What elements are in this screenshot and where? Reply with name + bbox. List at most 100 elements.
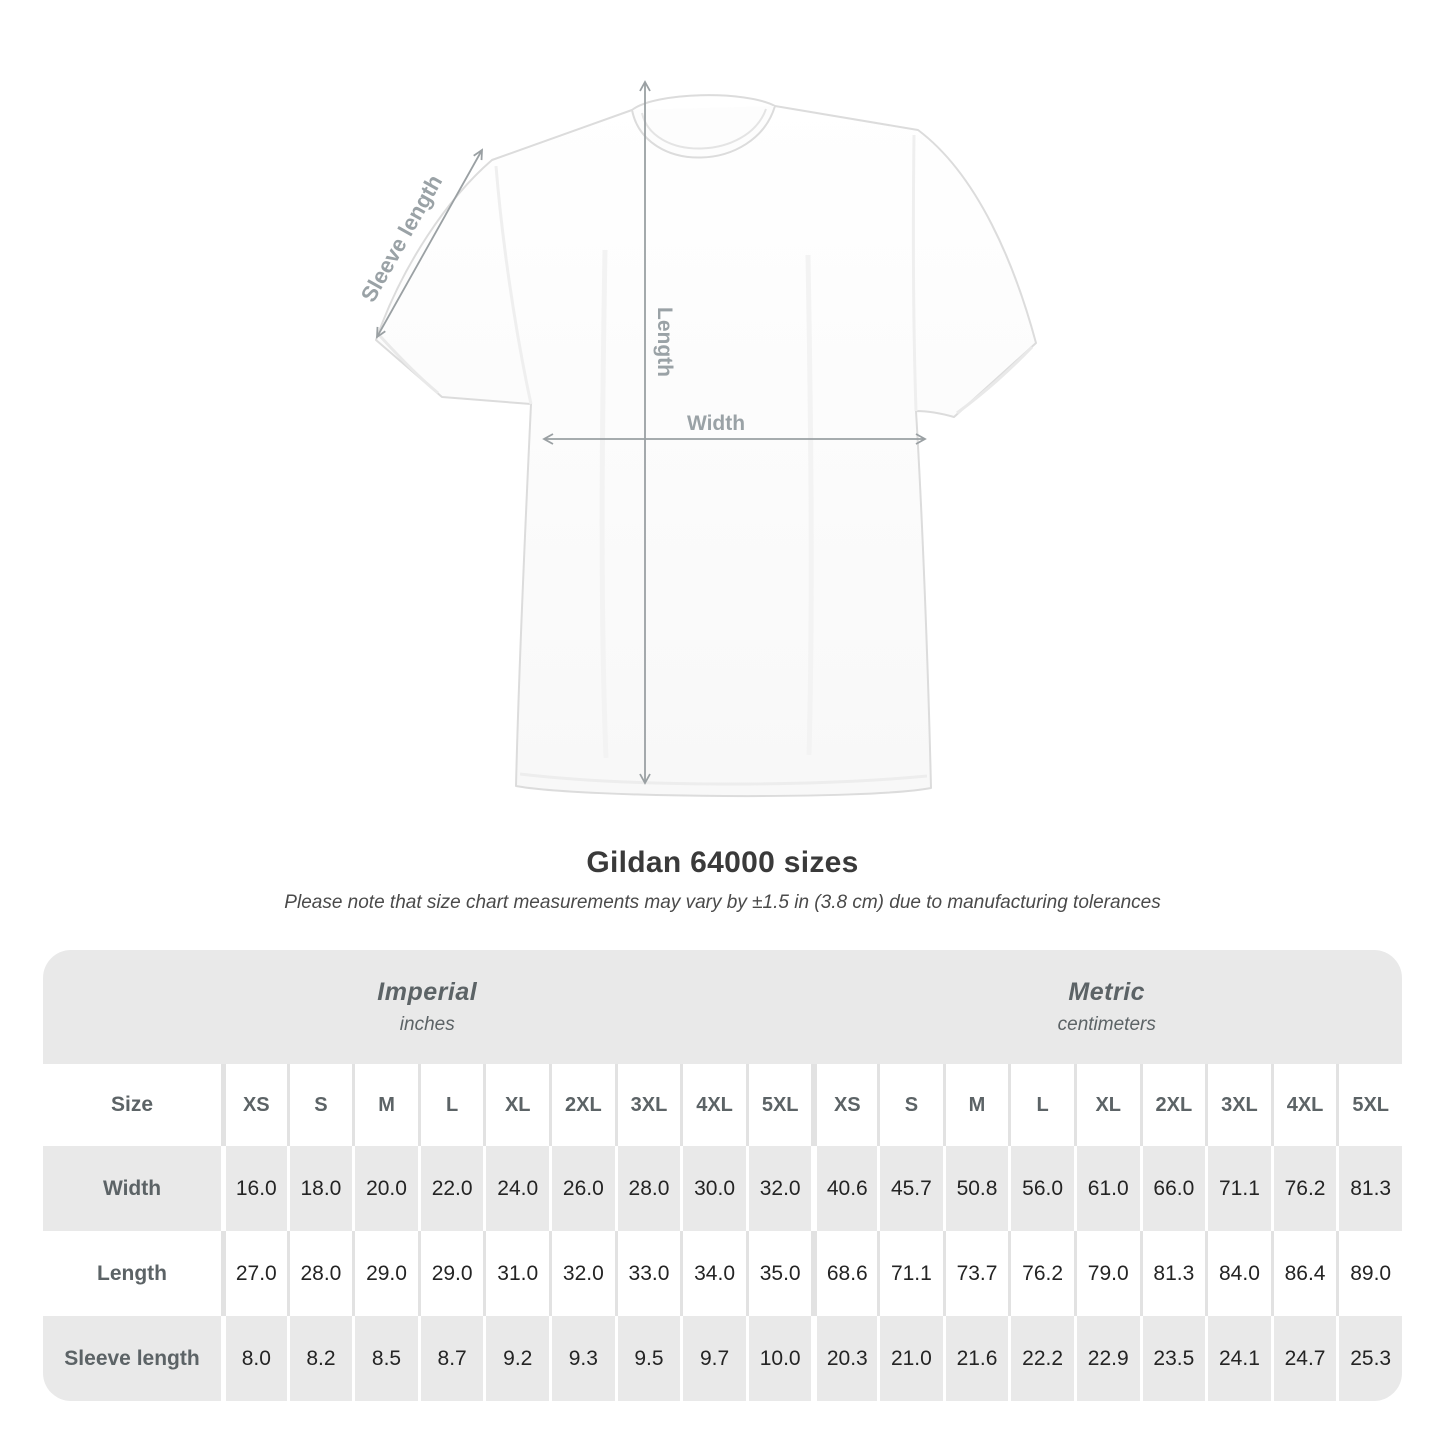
length-arrowhead-top	[639, 80, 651, 92]
col-header-metric-s: S	[877, 1064, 943, 1146]
collar-outline	[631, 105, 776, 159]
value-cell: 9.3	[549, 1316, 615, 1401]
value-cell: 28.0	[286, 1231, 353, 1316]
col-header-metric-5xl: 5XL	[1336, 1064, 1402, 1146]
value-cell: 40.6	[811, 1146, 878, 1231]
value-cell: 23.5	[1139, 1316, 1206, 1401]
value-cell: 22.0	[417, 1146, 484, 1231]
col-header-metric-4xl: 4XL	[1270, 1064, 1337, 1146]
value-cell: 27.0	[221, 1231, 287, 1316]
size-table-container: Imperial inches Metric centimeters Size …	[43, 950, 1402, 1401]
value-cell: 86.4	[1270, 1231, 1337, 1316]
row-label: Sleeve length	[43, 1316, 221, 1401]
tshirt-image	[375, 94, 1037, 798]
col-header-metric-m: M	[942, 1064, 1009, 1146]
value-cell: 34.0	[680, 1231, 746, 1316]
value-cell: 73.7	[942, 1231, 1009, 1316]
value-cell: 31.0	[483, 1231, 550, 1316]
value-cell: 32.0	[745, 1146, 812, 1231]
page-subtitle: Please note that size chart measurements…	[284, 892, 1161, 913]
col-header-imperial-2xl: 2XL	[549, 1064, 615, 1146]
row-label: Length	[43, 1231, 221, 1316]
value-cell: 22.2	[1008, 1316, 1074, 1401]
value-cell: 26.0	[549, 1146, 615, 1231]
value-cell: 68.6	[811, 1231, 878, 1316]
value-cell: 71.1	[1205, 1146, 1271, 1231]
value-cell: 81.3	[1336, 1146, 1402, 1231]
table-row-sleeve-length: Sleeve length 8.0 8.2 8.5 8.7 9.2 9.3 9.…	[43, 1316, 1402, 1401]
value-cell: 16.0	[221, 1146, 287, 1231]
value-cell: 8.0	[221, 1316, 287, 1401]
value-cell: 8.2	[286, 1316, 353, 1401]
value-cell: 32.0	[549, 1231, 615, 1316]
page-title: Gildan 64000 sizes	[586, 846, 859, 879]
col-header-metric-2xl: 2XL	[1139, 1064, 1206, 1146]
value-cell: 30.0	[680, 1146, 746, 1231]
imperial-group-unit: inches	[399, 1014, 455, 1035]
col-header-metric-l: L	[1008, 1064, 1074, 1146]
imperial-group-title: Imperial	[377, 978, 478, 1006]
col-header-metric-xl: XL	[1073, 1064, 1140, 1146]
left-cuff-seam	[378, 334, 439, 395]
value-cell: 61.0	[1073, 1146, 1140, 1231]
value-cell: 9.5	[614, 1316, 681, 1401]
length-arrowhead-bottom	[639, 773, 651, 785]
unit-group-header-row: Imperial inches Metric centimeters	[43, 950, 1402, 1064]
length-label: Length	[653, 307, 676, 377]
table-row-length: Length 27.0 28.0 29.0 29.0 31.0 32.0 33.…	[43, 1231, 1402, 1316]
value-cell: 45.7	[877, 1146, 943, 1231]
width-arrowhead-left	[542, 433, 554, 445]
col-header-metric-3xl: 3XL	[1205, 1064, 1271, 1146]
col-header-imperial-4xl: 4XL	[680, 1064, 746, 1146]
col-header-imperial-s: S	[286, 1064, 353, 1146]
value-cell: 50.8	[942, 1146, 1009, 1231]
row-label: Width	[43, 1146, 221, 1231]
sleeve-length-arrow	[376, 149, 483, 338]
value-cell: 8.7	[417, 1316, 484, 1401]
col-header-imperial-xs: XS	[221, 1064, 287, 1146]
tshirt-diagram: Sleeve length Length Width	[356, 80, 1037, 798]
metric-group-header: Metric centimeters	[811, 950, 1402, 1064]
value-cell: 24.7	[1270, 1316, 1337, 1401]
size-table: Imperial inches Metric centimeters Size …	[43, 950, 1402, 1401]
value-cell: 18.0	[286, 1146, 353, 1231]
value-cell: 84.0	[1205, 1231, 1271, 1316]
value-cell: 25.3	[1336, 1316, 1402, 1401]
value-cell: 21.6	[942, 1316, 1009, 1401]
col-header-imperial-3xl: 3XL	[614, 1064, 681, 1146]
value-cell: 29.0	[352, 1231, 418, 1316]
value-cell: 20.3	[811, 1316, 878, 1401]
value-cell: 56.0	[1008, 1146, 1074, 1231]
right-sleeve-seam	[911, 134, 918, 412]
value-cell: 66.0	[1139, 1146, 1206, 1231]
size-column-header: Size	[43, 1064, 221, 1146]
sleeve-arrowhead-top	[473, 148, 483, 161]
value-cell: 24.0	[483, 1146, 550, 1231]
col-header-imperial-m: M	[352, 1064, 418, 1146]
value-cell: 20.0	[352, 1146, 418, 1231]
col-header-imperial-l: L	[417, 1064, 484, 1146]
value-cell: 9.7	[680, 1316, 746, 1401]
value-cell: 81.3	[1139, 1231, 1206, 1316]
value-cell: 35.0	[745, 1231, 812, 1316]
value-cell: 28.0	[614, 1146, 681, 1231]
right-cuff-seam	[956, 345, 1034, 415]
value-cell: 9.2	[483, 1316, 550, 1401]
col-header-metric-xs: XS	[811, 1064, 878, 1146]
size-header-row: Size XS S M L XL 2XL 3XL 4XL 5XL XS S M …	[43, 1064, 1402, 1146]
value-cell: 76.2	[1008, 1231, 1074, 1316]
value-cell: 21.0	[877, 1316, 943, 1401]
left-sleeve-seam	[494, 165, 533, 405]
sleeve-arrowhead-bottom	[376, 326, 386, 339]
value-cell: 22.9	[1073, 1316, 1140, 1401]
col-header-imperial-5xl: 5XL	[745, 1064, 812, 1146]
value-cell: 79.0	[1073, 1231, 1140, 1316]
value-cell: 10.0	[745, 1316, 812, 1401]
value-cell: 24.1	[1205, 1316, 1271, 1401]
value-cell: 71.1	[877, 1231, 943, 1316]
col-header-imperial-xl: XL	[483, 1064, 550, 1146]
fold-line-right	[805, 254, 814, 756]
value-cell: 29.0	[417, 1231, 484, 1316]
width-arrowhead-right	[915, 433, 927, 445]
